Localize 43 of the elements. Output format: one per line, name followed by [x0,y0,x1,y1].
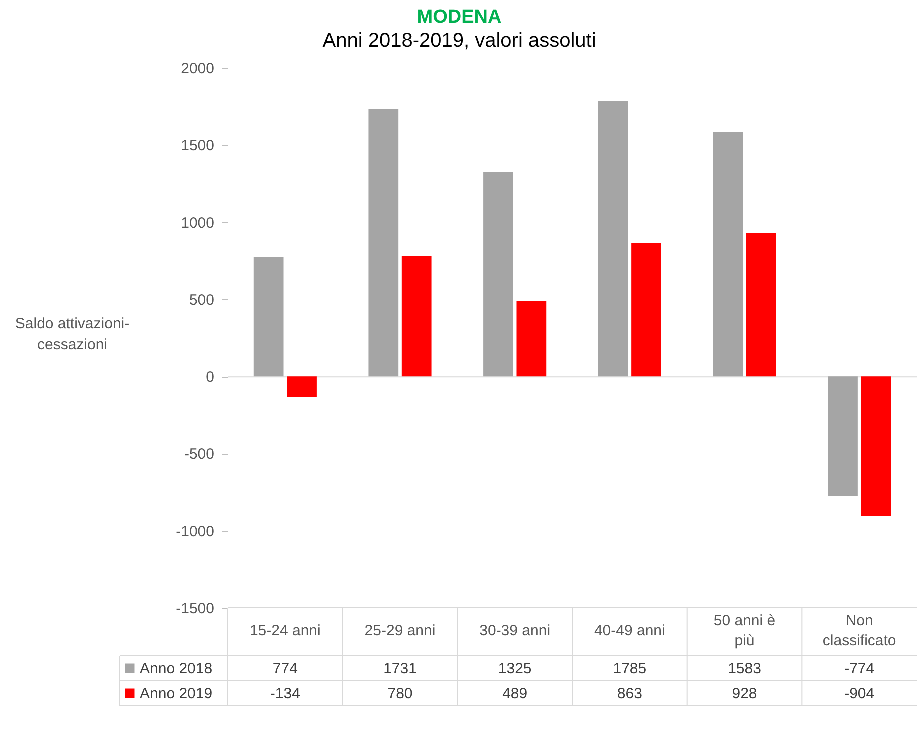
data-label: 1785 [613,660,647,678]
bar [368,110,399,377]
data-label: 780 [388,686,413,702]
data-label: -134 [270,686,300,702]
bar [713,132,744,377]
y-tick-label: 0 [206,369,214,386]
bar [402,256,432,377]
data-label: 1325 [498,660,532,678]
data-label: 928 [732,686,758,702]
bar [746,233,776,377]
x-tick-label: Non classificato [822,612,896,650]
bar [632,243,662,377]
chart-subtitle: Anni 2018-2019, valori assoluti [322,30,596,52]
y-tick-label: 1000 [181,214,214,232]
legend-label: Anno 2018 [140,660,213,678]
data-label: 1583 [728,660,762,678]
data-label: 774 [272,660,298,678]
y-axis-title: Saldo attivazioni-cessazioni [15,316,130,354]
x-tick-label: 25-29 anni [364,622,436,640]
bar [484,172,514,377]
data-label: 863 [617,686,642,702]
bar [598,101,628,377]
data-label: -774 [844,660,875,678]
data-label: 489 [502,686,528,702]
x-tick-label: 15-24 anni [250,622,321,640]
chart-title: MODENA [417,7,502,28]
bar [828,376,858,496]
legend-label: Anno 2019 [140,686,213,702]
y-tick-label: 2000 [181,60,214,78]
data-label: 1731 [384,660,417,678]
bar [254,257,284,377]
bar [516,301,547,377]
bar [287,376,317,398]
x-tick-label: 30-39 anni [480,622,551,640]
y-tick-label: 500 [189,292,214,309]
y-tick-label: -1500 [176,600,214,618]
y-tick-label: 1500 [181,138,214,155]
y-tick-label: -1000 [176,523,214,540]
y-tick-label: -500 [184,446,214,464]
x-tick-label: 50 anni è più [714,612,776,650]
data-label: -904 [844,686,875,702]
bar [861,376,892,516]
x-tick-label: 40-49 anni [594,622,666,640]
